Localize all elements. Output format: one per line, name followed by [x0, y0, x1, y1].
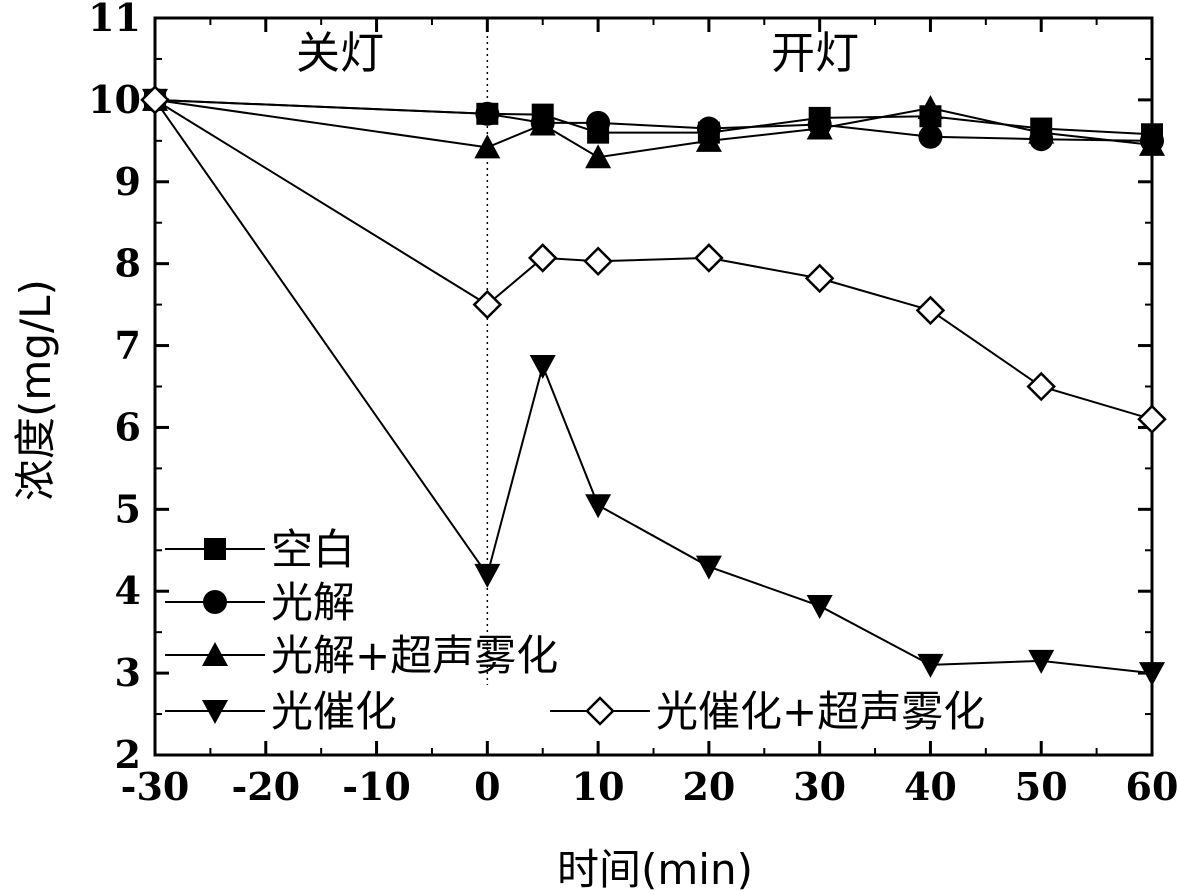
series-line-2: [154, 98, 1153, 159]
data-point-1: [475, 101, 500, 126]
data-point-2: [1028, 119, 1055, 144]
data-point-4: [472, 289, 503, 320]
data-point-4: [140, 85, 170, 115]
x-axis-title: 时间(min): [557, 845, 753, 894]
y-tick-label: 10: [88, 77, 141, 122]
x-tick-label: 30: [793, 764, 846, 809]
data-point-3: [806, 594, 833, 619]
data-point-4: [1137, 404, 1167, 435]
data-point-4: [527, 243, 558, 273]
data-point-4: [915, 295, 946, 326]
y-axis-title: 浓度(mg/L): [11, 279, 60, 501]
legend-marker: [204, 538, 226, 560]
series-line-4: [154, 99, 1153, 421]
x-tick-label: 10: [572, 764, 625, 809]
data-point-3: [529, 355, 556, 380]
series-2: [142, 86, 1165, 169]
data-point-2: [585, 144, 612, 169]
x-tick-label: -30: [121, 764, 190, 809]
series-4: [140, 85, 1167, 435]
legend-label: 光催化+超声雾化: [656, 687, 985, 736]
y-tick-label: 2: [115, 732, 141, 777]
y-tick-label: 9: [115, 159, 141, 204]
data-point-3: [1139, 662, 1165, 687]
legend-item: 光催化+超声雾化: [550, 687, 985, 736]
x-tick-label: 0: [474, 764, 500, 809]
data-point-2: [1139, 131, 1165, 156]
data-point-2: [806, 115, 833, 140]
legend-item: 光催化: [165, 687, 397, 736]
legend-marker: [202, 642, 228, 666]
x-tick-label: 50: [1015, 764, 1068, 809]
data-point-2: [529, 111, 556, 136]
x-tick-label: -20: [231, 764, 300, 809]
legend-label: 光解: [271, 578, 355, 627]
legend-label: 光解+超声雾化: [271, 631, 558, 680]
x-tick-label: 20: [682, 764, 735, 809]
data-point-3: [1028, 649, 1055, 674]
series-line-0: [154, 98, 1153, 136]
annotation-lights-on: 开灯: [771, 28, 859, 79]
data-point-4: [694, 243, 724, 273]
legend-marker: [203, 590, 227, 614]
data-point-2: [474, 134, 501, 159]
plot-area: -30 -20 -10 0 10 20 30 40 50 60 2 3 4 5 6 7 8 9 10 11: [88, 0, 1177, 809]
series-0: [144, 88, 1163, 146]
data-point-1: [918, 124, 943, 149]
y-tick-label: 7: [115, 323, 141, 368]
x-tick-label: 60: [1126, 764, 1177, 809]
legend-item: 光解+超声雾化: [165, 631, 558, 680]
series-3: [142, 88, 1165, 687]
data-point-3: [917, 653, 944, 678]
y-tick-label: 4: [115, 568, 141, 613]
data-point-3: [695, 555, 722, 580]
y-tick-label: 6: [115, 404, 141, 449]
data-point-4: [583, 246, 613, 276]
legend-marker: [202, 700, 228, 724]
data-point-3: [474, 563, 501, 588]
annotation-lights-off: 关灯: [296, 28, 384, 79]
data-point-4: [1026, 371, 1056, 402]
data-point-4: [804, 263, 835, 294]
x-tick-label: -10: [342, 764, 411, 809]
y-tick-label: 3: [115, 650, 141, 695]
data-point-3: [585, 494, 612, 519]
data-point-2: [917, 95, 944, 120]
y-tick-label: 5: [115, 486, 141, 531]
data-point-2: [695, 127, 722, 152]
legend-label: 空白: [271, 525, 355, 574]
x-tick-label: 40: [904, 764, 957, 809]
legend-label: 光催化: [271, 687, 397, 736]
y-tick-label: 11: [88, 0, 141, 40]
data-point-1: [586, 110, 611, 135]
y-tick-label: 8: [115, 241, 141, 286]
legend-marker: [585, 696, 615, 726]
legend-item: 空白: [165, 525, 355, 574]
legend-item: 光解: [165, 578, 355, 627]
